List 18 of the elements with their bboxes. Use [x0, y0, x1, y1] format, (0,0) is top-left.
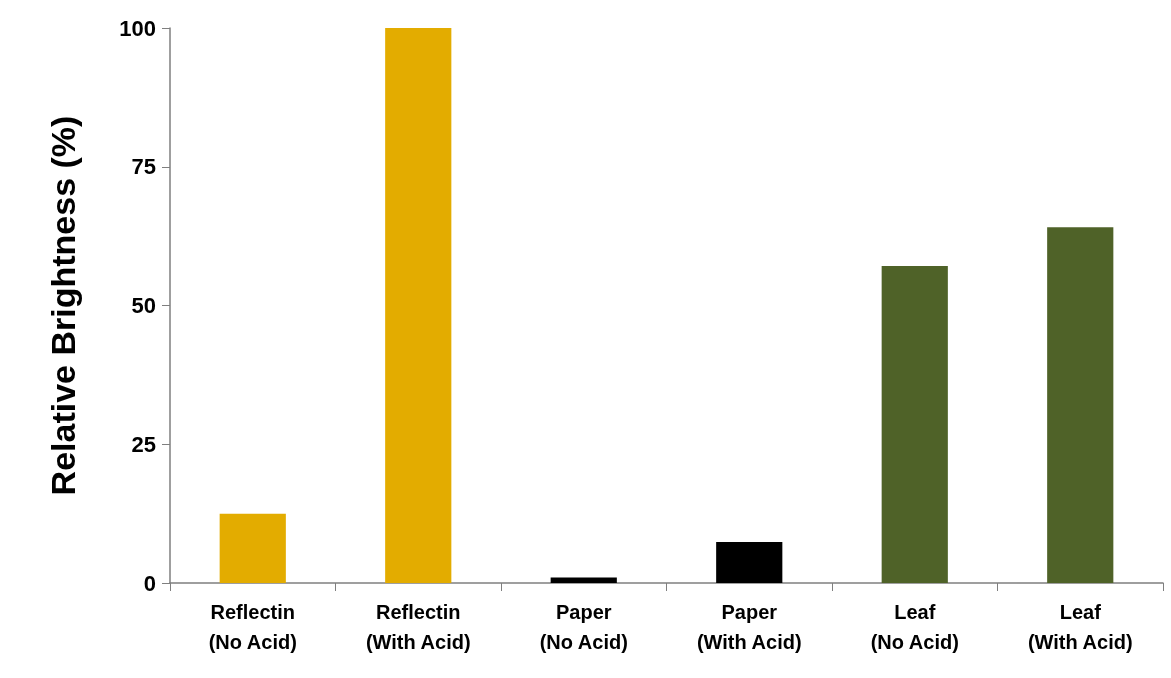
y-tick-label: 0: [143, 570, 156, 596]
bar: [716, 541, 783, 583]
bar: [550, 577, 617, 583]
x-tick-label: Leaf (No Acid): [870, 601, 959, 653]
bar: [219, 513, 286, 583]
x-tick-label: Paper (With Acid): [696, 601, 802, 653]
x-tick-label: Reflectin (With Acid): [365, 601, 471, 653]
bar: [1047, 227, 1114, 583]
y-tick-label: 75: [131, 154, 156, 180]
bar: [881, 266, 948, 583]
y-tick-label: 100: [119, 15, 156, 41]
y-tick-label: 50: [131, 293, 156, 318]
x-tick-label: Leaf (With Acid): [1027, 601, 1133, 653]
x-tick-label: Paper (No Acid): [539, 601, 628, 653]
y-tick-label: 25: [131, 431, 156, 457]
y-axis-title: Relative Brightness (%): [44, 115, 82, 496]
x-tick-label: Reflectin (No Acid): [208, 601, 297, 653]
bar: [385, 28, 452, 583]
